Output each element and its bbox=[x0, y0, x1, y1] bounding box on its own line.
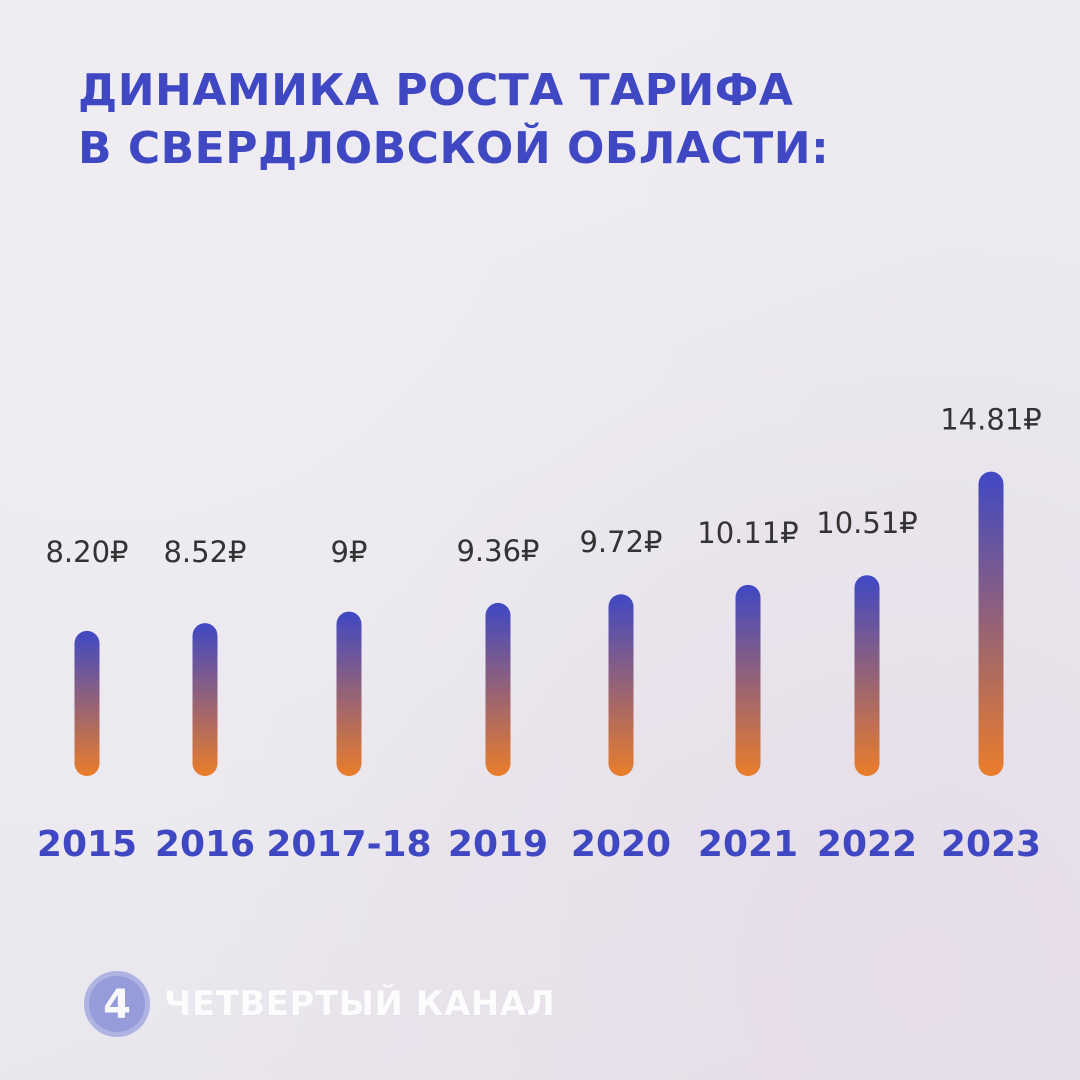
bar-2020 bbox=[608, 594, 634, 776]
title-line-1: ДИНАМИКА РОСТА ТАРИФА bbox=[78, 65, 794, 116]
category-label-2017-18: 2017-18 bbox=[266, 824, 431, 865]
value-label-2021: 10.11₽ bbox=[697, 516, 798, 550]
category-label-2015: 2015 bbox=[37, 824, 137, 865]
value-label-2015: 8.20₽ bbox=[45, 535, 128, 569]
channel-logo: 4 ЧЕТВЕРТЫЙ КАНАЛ bbox=[84, 968, 555, 1040]
category-label-2016: 2016 bbox=[155, 824, 255, 865]
bar-2021 bbox=[735, 584, 761, 776]
bar-2023 bbox=[978, 471, 1004, 776]
category-label-2020: 2020 bbox=[571, 824, 671, 865]
value-label-2017-18: 9₽ bbox=[331, 535, 368, 569]
value-label-2022: 10.51₽ bbox=[816, 506, 917, 540]
category-label-2022: 2022 bbox=[817, 824, 917, 865]
bar-2017-18 bbox=[336, 611, 362, 776]
bar-2019 bbox=[485, 602, 511, 776]
chart-title: ДИНАМИКА РОСТА ТАРИФА В СВЕРДЛОВСКОЙ ОБЛ… bbox=[78, 62, 829, 178]
channel-name: ЧЕТВЕРТЫЙ КАНАЛ bbox=[164, 984, 556, 1024]
value-label-2020: 9.72₽ bbox=[579, 525, 662, 559]
value-label-2016: 8.52₽ bbox=[163, 535, 246, 569]
bar-2015 bbox=[74, 630, 100, 776]
bar-2022 bbox=[854, 575, 880, 776]
category-label-2023: 2023 bbox=[941, 824, 1041, 865]
title-line-2: В СВЕРДЛОВСКОЙ ОБЛАСТИ: bbox=[78, 123, 830, 174]
channel-logo-icon: 4 bbox=[84, 971, 150, 1037]
category-label-2021: 2021 bbox=[698, 824, 798, 865]
value-label-2023: 14.81₽ bbox=[940, 403, 1041, 437]
category-label-2019: 2019 bbox=[448, 824, 548, 865]
bar-2016 bbox=[192, 623, 218, 776]
value-label-2019: 9.36₽ bbox=[456, 534, 539, 568]
